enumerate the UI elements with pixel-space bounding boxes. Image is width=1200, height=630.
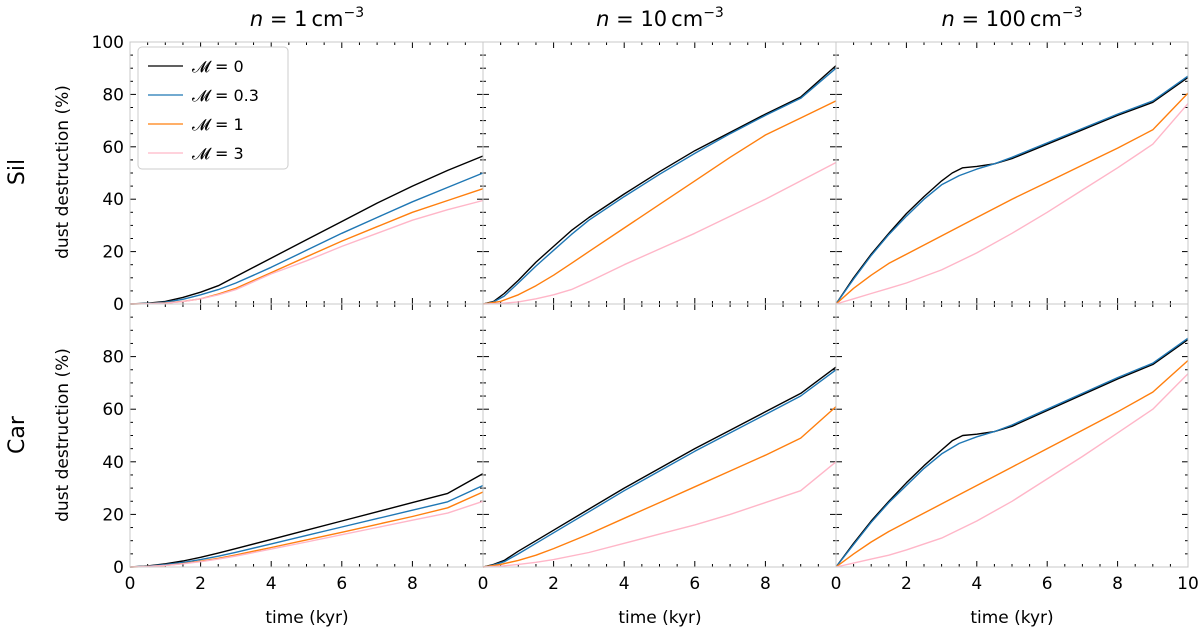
series-line-3 xyxy=(482,461,837,568)
series-line-3 xyxy=(129,500,484,568)
legend-label-0: 𝓜 = 0 xyxy=(192,57,244,76)
series-line-0 xyxy=(482,65,837,305)
row-label-car: Car xyxy=(5,415,30,454)
panel-sil-0: 0 20 40 60 80 100 xyxy=(92,33,484,315)
panel-frame xyxy=(835,303,1189,568)
panel-frame xyxy=(482,41,837,305)
legend-label-2: 𝓜 = 1 xyxy=(192,115,244,134)
legend-box xyxy=(137,46,289,170)
column-title-2: n = 100 cm−3 xyxy=(941,5,1082,31)
series-line-1 xyxy=(129,484,484,568)
y-tick-label: 40 xyxy=(102,190,124,210)
series-line-2 xyxy=(129,188,484,305)
series-line-1 xyxy=(129,172,484,305)
series-line-0 xyxy=(835,338,1189,568)
y-tick-label: 40 xyxy=(102,453,124,473)
x-tick-label: 8 xyxy=(407,574,418,594)
series-line-1 xyxy=(482,369,837,568)
panel-frame xyxy=(482,303,837,568)
legend-label-1: 𝓜 = 0.3 xyxy=(192,86,259,105)
panel-frame xyxy=(129,303,484,568)
y-tick-label: 0 xyxy=(113,295,124,315)
series-line-3 xyxy=(129,199,484,305)
series-line-1 xyxy=(835,75,1189,305)
y-tick-label: 60 xyxy=(102,138,124,158)
x-tick-label: 0 xyxy=(478,574,489,594)
panel-car-0: 0 20 40 60 80 0 2 4 6 8 xyxy=(102,303,484,594)
y-axis-label-top: dust destruction (%) xyxy=(53,85,73,259)
series-line-1 xyxy=(835,337,1189,568)
x-tick-label: 6 xyxy=(1042,574,1053,594)
x-tick-label: 10 xyxy=(1177,574,1199,594)
y-tick-label: 60 xyxy=(102,400,124,420)
x-tick-label: 4 xyxy=(619,574,630,594)
x-tick-label: 0 xyxy=(831,574,842,594)
x-tick-label: 6 xyxy=(336,574,347,594)
series-line-2 xyxy=(482,406,837,568)
series-line-3 xyxy=(482,161,837,305)
y-axis-label-bottom: dust destruction (%) xyxy=(53,348,73,522)
panel-car-2: 0 2 4 6 8 10 xyxy=(831,303,1199,594)
y-tick-label: 20 xyxy=(102,505,124,525)
legend: 𝓜 = 0 𝓜 = 0.3 𝓜 = 1 𝓜 = 3 xyxy=(137,46,289,170)
x-tick-label: 6 xyxy=(689,574,700,594)
series-line-1 xyxy=(482,67,837,305)
x-tick-label: 0 xyxy=(125,574,136,594)
x-tick-label: 8 xyxy=(1112,574,1123,594)
x-tick-label: 2 xyxy=(195,574,206,594)
x-tick-label: 2 xyxy=(901,574,912,594)
y-tick-label: 20 xyxy=(102,243,124,263)
y-tick-label: 80 xyxy=(102,348,124,368)
panel-sil-2 xyxy=(835,41,1189,305)
series-line-0 xyxy=(835,76,1189,305)
series-line-0 xyxy=(482,366,837,568)
y-tick-label: 0 xyxy=(113,558,124,578)
series-line-0 xyxy=(129,472,484,568)
row-label-sil: Sil xyxy=(5,159,30,185)
series-line-0 xyxy=(129,155,484,305)
x-tick-label: 8 xyxy=(760,574,771,594)
x-tick-label: 2 xyxy=(548,574,559,594)
series-line-2 xyxy=(482,100,837,305)
x-axis-label-0: time (kyr) xyxy=(265,608,348,628)
column-title-0: n = 1 cm−3 xyxy=(250,5,364,31)
column-title-1: n = 10 cm−3 xyxy=(596,5,724,31)
series-line-2 xyxy=(835,92,1189,305)
panel-car-1: 0 2 4 6 8 xyxy=(478,303,837,594)
x-tick-label: 4 xyxy=(971,574,982,594)
series-line-3 xyxy=(835,373,1189,568)
series-line-2 xyxy=(835,359,1189,568)
y-tick-label: 80 xyxy=(102,85,124,105)
x-axis-label-2: time (kyr) xyxy=(970,608,1053,628)
legend-label-3: 𝓜 = 3 xyxy=(192,144,244,163)
series-line-3 xyxy=(835,103,1189,305)
x-tick-label: 4 xyxy=(266,574,277,594)
panel-frame xyxy=(835,41,1189,305)
panel-sil-1 xyxy=(482,41,837,305)
x-axis-label-1: time (kyr) xyxy=(618,608,701,628)
y-tick-label: 100 xyxy=(92,33,124,53)
